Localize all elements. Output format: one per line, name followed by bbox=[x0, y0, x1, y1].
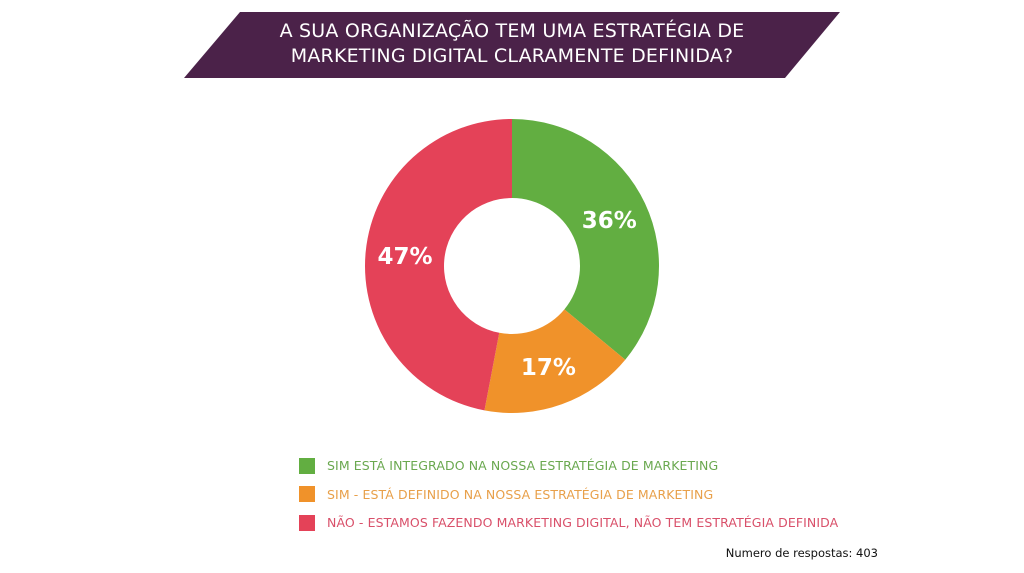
legend-label: SIM - ESTÁ DEFINIDO NA NOSSA ESTRATÉGIA … bbox=[327, 486, 714, 502]
slice-2 bbox=[365, 119, 512, 411]
legend-label: SIM ESTÁ INTEGRADO NA NOSSA ESTRATÉGIA D… bbox=[327, 458, 719, 473]
slice-0 bbox=[512, 119, 659, 360]
legend-label: NÃO - ESTAMOS FAZENDO MARKETING DIGITAL,… bbox=[327, 515, 839, 530]
title-line-1: A SUA ORGANIZAÇÃO TEM UMA ESTRATÉGIA DE bbox=[279, 20, 745, 42]
slice-label-0: 36% bbox=[582, 208, 637, 234]
slice-label-1: 17% bbox=[521, 355, 576, 381]
chart-title: A SUA ORGANIZAÇÃO TEM UMA ESTRATÉGIA DE … bbox=[200, 19, 824, 69]
legend-swatch bbox=[299, 457, 315, 474]
legend-swatch bbox=[299, 514, 315, 531]
title-banner bbox=[184, 12, 840, 78]
legend-swatch bbox=[299, 486, 315, 502]
slice-label-2: 47% bbox=[377, 244, 432, 270]
legend-item-integrated: SIM ESTÁ INTEGRADO NA NOSSA ESTRATÉGIA D… bbox=[299, 455, 838, 476]
legend-item-defined: SIM - ESTÁ DEFINIDO NA NOSSA ESTRATÉGIA … bbox=[299, 484, 838, 505]
legend: SIM ESTÁ INTEGRADO NA NOSSA ESTRATÉGIA D… bbox=[299, 455, 838, 541]
title-line-2: MARKETING DIGITAL CLARAMENTE DEFINIDA? bbox=[290, 45, 734, 67]
legend-item-no-strategy: NÃO - ESTAMOS FAZENDO MARKETING DIGITAL,… bbox=[299, 512, 838, 533]
response-count: Numero de respostas: 403 bbox=[725, 546, 878, 560]
slice-1 bbox=[484, 309, 626, 413]
